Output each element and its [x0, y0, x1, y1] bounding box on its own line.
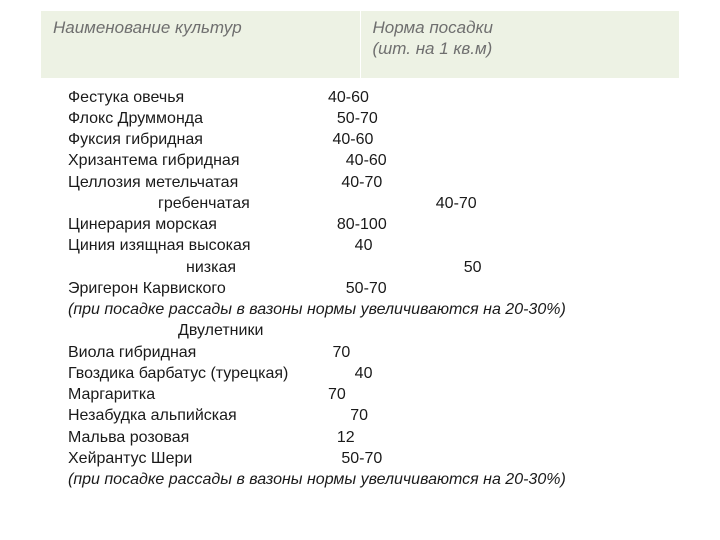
culture-norm: 40-60	[328, 129, 373, 150]
biennial-norm: 40	[328, 363, 372, 384]
section-biennials: Двулетники	[68, 320, 680, 341]
biennial-name: Мальва розовая	[68, 427, 328, 448]
biennial-norm: 70	[328, 405, 368, 426]
culture-norm: 40	[328, 235, 372, 256]
culture-name: Флокс Друммонда	[68, 108, 328, 129]
biennial-row: Маргаритка70	[68, 384, 680, 405]
culture-name: Цинерария морская	[68, 214, 328, 235]
biennial-name: Гвоздика барбатус (турецкая)	[68, 363, 328, 384]
culture-row: Эригерон Карвиского 50-70	[68, 278, 680, 299]
culture-row: Цинерария морская 80-100	[68, 214, 680, 235]
biennial-norm: 50-70	[328, 448, 382, 469]
culture-row: Фестука овечья40-60	[68, 87, 680, 108]
culture-name: Хризантема гибридная	[68, 150, 328, 171]
biennial-name: Хейрантус Шери	[68, 448, 328, 469]
culture-name: низкая	[68, 257, 446, 278]
culture-norm: 50	[446, 257, 482, 278]
note-2: (при посадке рассады в вазоны нормы увел…	[68, 469, 680, 490]
header-col2-line1: Норма посадки	[373, 18, 493, 37]
culture-row: низкая 50	[68, 257, 680, 278]
culture-row: Фуксия гибридная 40-60	[68, 129, 680, 150]
culture-norm: 40-70	[418, 193, 477, 214]
culture-name: Эригерон Карвиского	[68, 278, 328, 299]
biennial-name: Виола гибридная	[68, 342, 328, 363]
culture-name: Фестука овечья	[68, 87, 328, 108]
biennial-norm: 12	[328, 427, 355, 448]
biennial-row: Мальва розовая 12	[68, 427, 680, 448]
culture-row: Флокс Друммонда 50-70	[68, 108, 680, 129]
culture-row: гребенчатая 40-70	[68, 193, 680, 214]
biennial-row: Гвоздика барбатус (турецкая) 40	[68, 363, 680, 384]
biennial-norm: 70	[328, 384, 346, 405]
culture-norm: 80-100	[328, 214, 387, 235]
culture-row: Циния изящная высокая 40	[68, 235, 680, 256]
culture-name: гребенчатая	[68, 193, 418, 214]
culture-row: Хризантема гибридная 40-60	[68, 150, 680, 171]
header-col2: Норма посадки (шт. на 1 кв.м)	[361, 11, 680, 78]
biennial-name: Маргаритка	[68, 384, 328, 405]
culture-name: Целлозия метельчатая	[68, 172, 328, 193]
culture-norm: 40-60	[328, 150, 387, 171]
biennial-row: Хейрантус Шери 50-70	[68, 448, 680, 469]
culture-name: Фуксия гибридная	[68, 129, 328, 150]
header-col1: Наименование культур	[41, 11, 361, 78]
culture-norm: 40-70	[328, 172, 382, 193]
culture-norm: 40-60	[328, 87, 369, 108]
culture-row: Целлозия метельчатая 40-70	[68, 172, 680, 193]
biennial-norm: 70	[328, 342, 350, 363]
culture-norm: 50-70	[328, 108, 378, 129]
biennial-row: Незабудка альпийская 70	[68, 405, 680, 426]
culture-norm: 50-70	[328, 278, 387, 299]
header-col1-text: Наименование культур	[53, 18, 242, 37]
table-body: Фестука овечья40-60Флокс Друммонда 50-70…	[40, 79, 680, 491]
biennial-row: Виола гибридная 70	[68, 342, 680, 363]
biennial-name: Незабудка альпийская	[68, 405, 328, 426]
culture-name: Циния изящная высокая	[68, 235, 328, 256]
note-1: (при посадке рассады в вазоны нормы увел…	[68, 299, 680, 320]
table-header: Наименование культур Норма посадки (шт. …	[40, 10, 680, 79]
header-col2-line2: (шт. на 1 кв.м)	[373, 39, 493, 58]
